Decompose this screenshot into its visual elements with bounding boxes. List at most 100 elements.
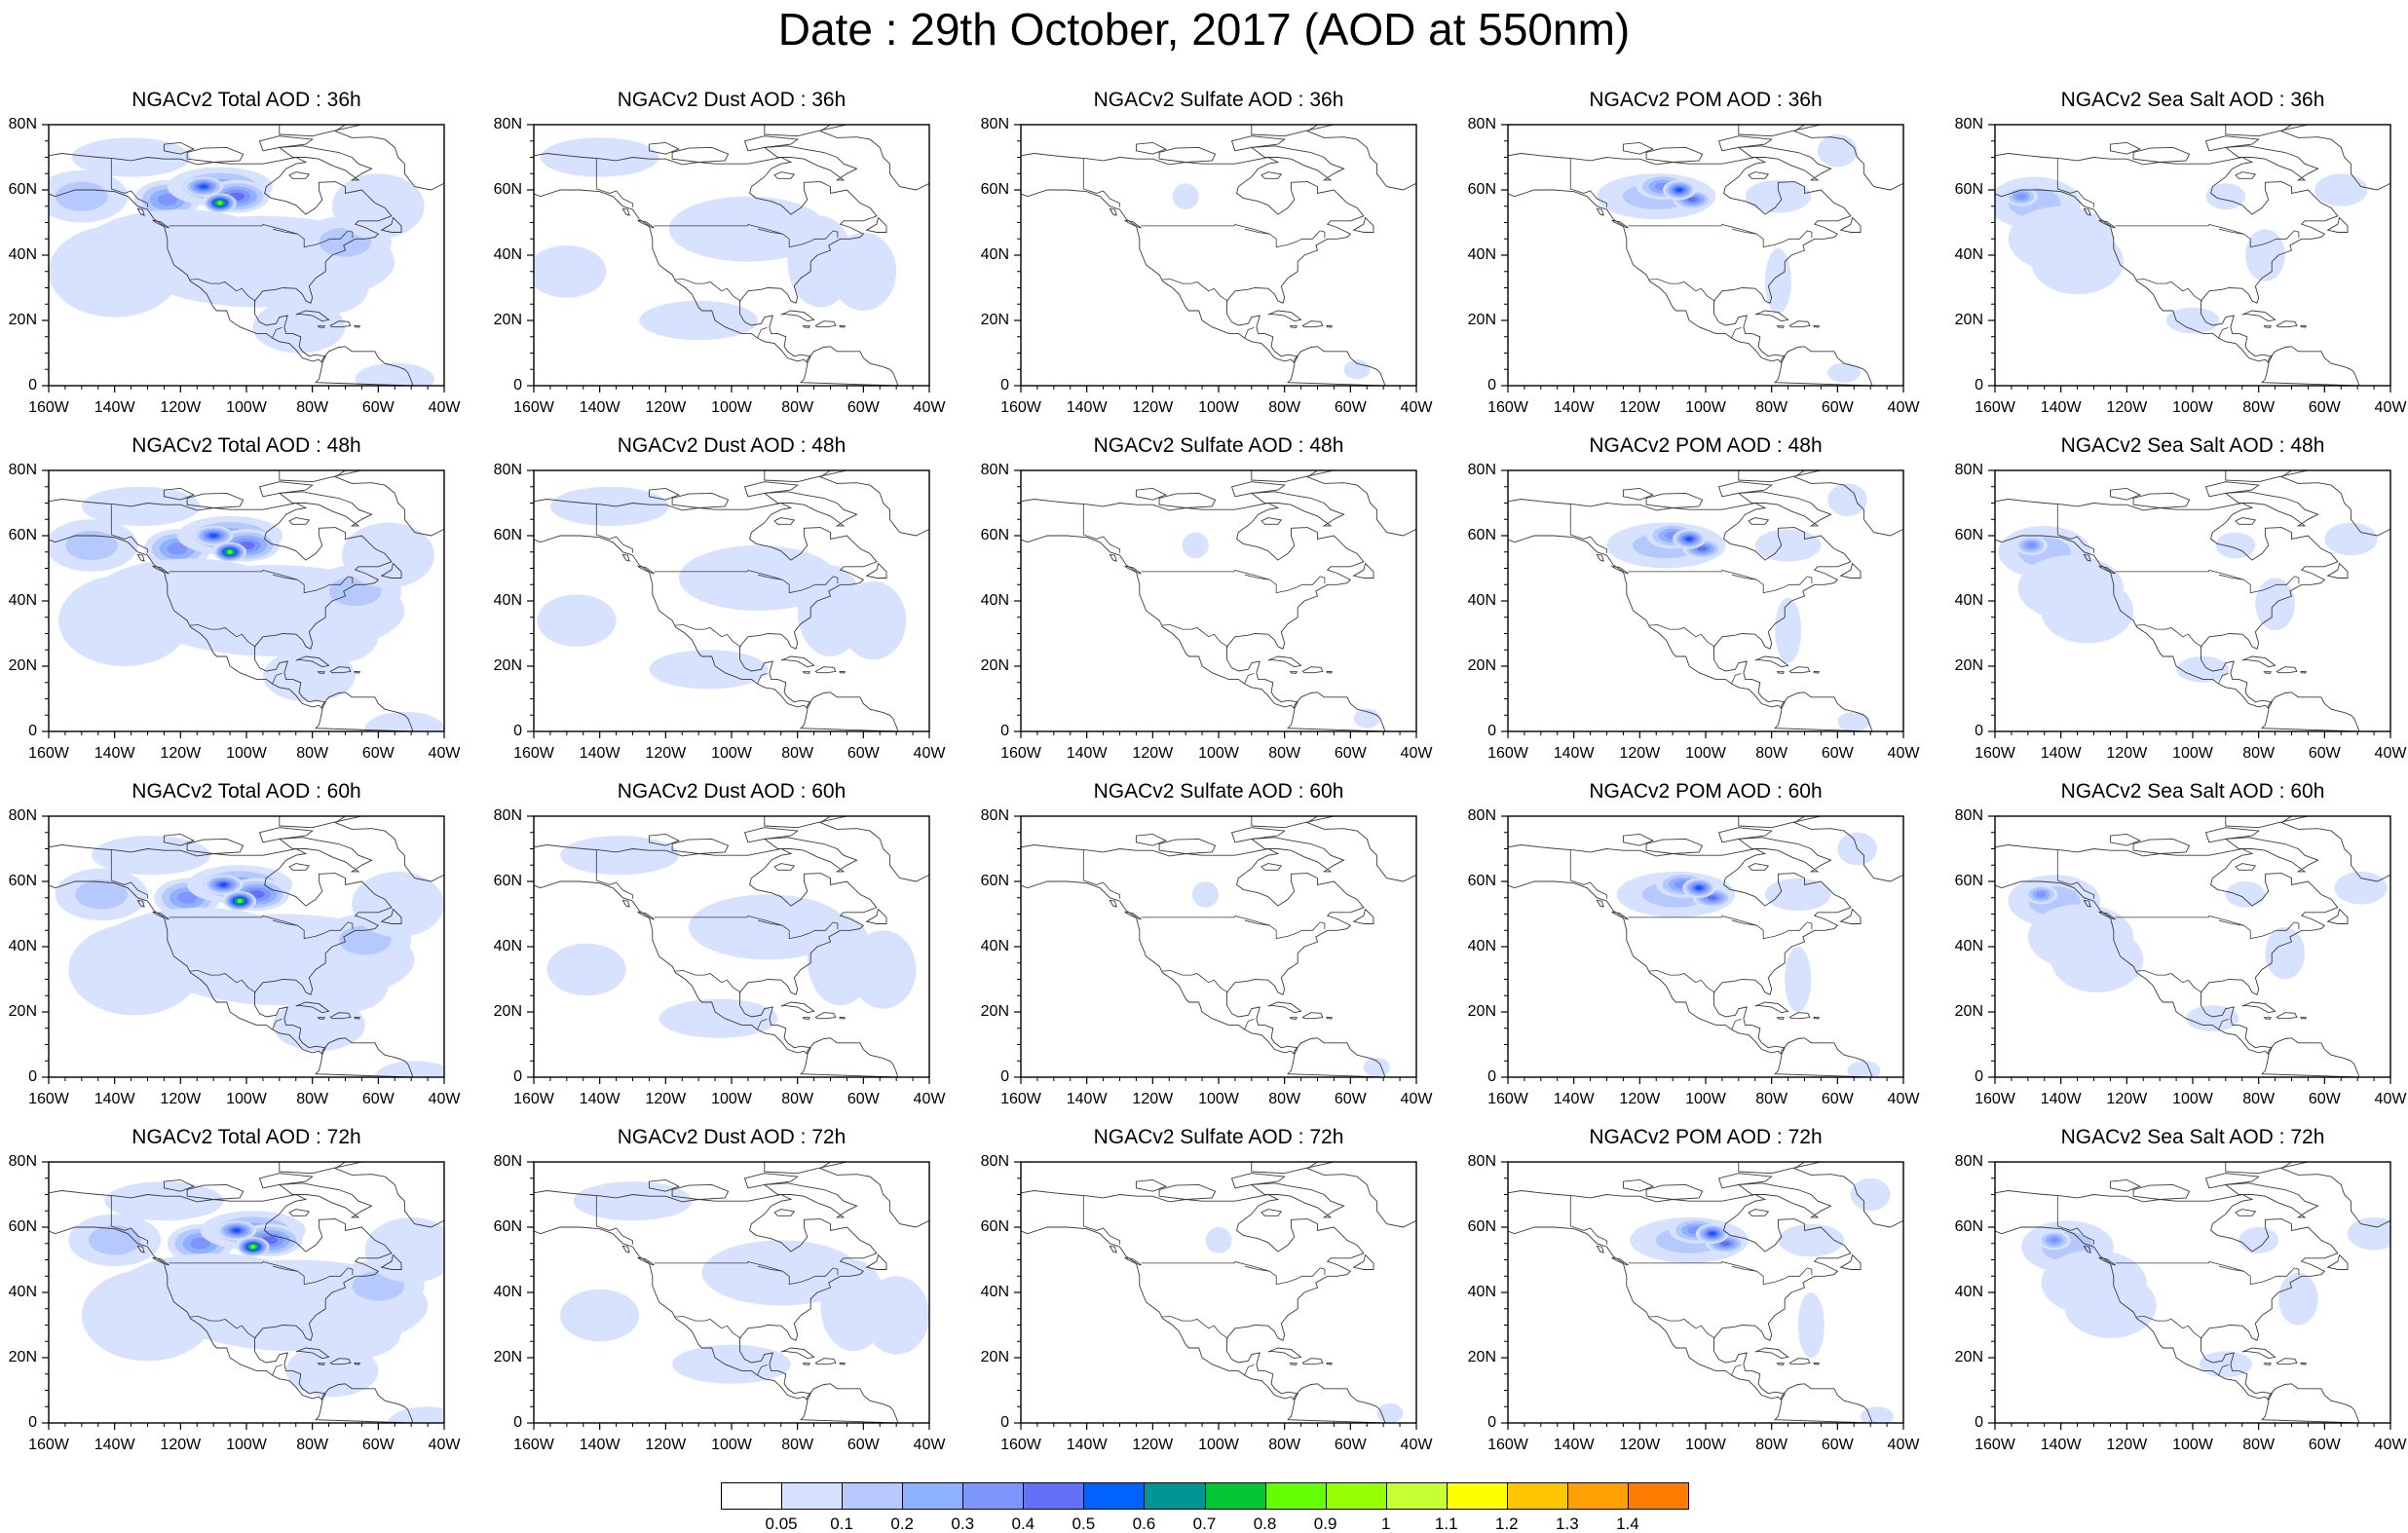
coastline: [814, 1358, 837, 1365]
aod-plume: [649, 650, 769, 690]
political-border: [1731, 1019, 1742, 1030]
coastline: [780, 1347, 815, 1360]
coastline: [334, 125, 444, 191]
coastline: [839, 1016, 847, 1020]
coastline: [802, 1363, 810, 1365]
coastline: [1738, 816, 1823, 829]
x-tick-label: 40W: [428, 1437, 461, 1453]
coastline: [1596, 1245, 1604, 1253]
coastline: [2326, 908, 2349, 924]
aod-plume: [1687, 197, 1698, 203]
colorbar-label: 0.6: [1132, 1514, 1156, 1533]
aod-plume: [639, 300, 759, 341]
x-tick-label: 40W: [1400, 399, 1433, 416]
y-tick-label: 0: [28, 1414, 37, 1431]
political-border: [190, 970, 256, 993]
political-border: [1649, 624, 1715, 648]
coastline: [1754, 310, 1789, 322]
aod-plume: [1827, 483, 1867, 516]
x-tick-label: 100W: [1685, 745, 1726, 762]
coastline: [329, 666, 352, 674]
y-tick-label: 60N: [980, 527, 1009, 543]
coastline: [1622, 141, 1655, 155]
x-tick-label: 120W: [2106, 1091, 2148, 1107]
political-border: [2056, 158, 2094, 207]
coastline: [800, 1383, 899, 1423]
aod-plume: [342, 522, 434, 588]
x-tick-label: 60W: [1821, 745, 1854, 762]
coastline: [380, 1253, 402, 1270]
x-tick-label: 60W: [361, 745, 395, 762]
coastline: [2241, 1001, 2276, 1014]
aod-plume: [560, 1289, 640, 1342]
panel-title: NGACv2 Total AOD : 36h: [132, 89, 361, 111]
coastline: [773, 1209, 796, 1216]
coastline: [1267, 1347, 1302, 1360]
coastline: [1251, 470, 1336, 483]
political-border: [1082, 1195, 1120, 1245]
x-tick-label: 160W: [1000, 1437, 1041, 1453]
coastline: [295, 655, 330, 668]
aod-plume: [1192, 881, 1219, 908]
political-border: [1244, 673, 1255, 685]
coastline: [1793, 816, 1903, 882]
political-border: [1244, 1019, 1255, 1030]
y-tick-label: 60N: [8, 1218, 37, 1235]
x-tick-label: 60W: [361, 1091, 395, 1107]
coastline: [802, 671, 810, 674]
x-tick-label: 40W: [2374, 745, 2407, 762]
coastline: [1717, 1173, 1773, 1189]
coastline: [1158, 838, 1217, 854]
x-tick-label: 140W: [1066, 1091, 1108, 1107]
coastline: [1352, 562, 1374, 579]
coastline: [534, 1190, 878, 1402]
coastline: [2276, 1358, 2298, 1365]
y-tick-label: 80N: [493, 807, 522, 824]
colorbar-swatch: [1385, 1482, 1448, 1510]
aod-plume: [549, 486, 669, 526]
x-tick-label: 140W: [1066, 1437, 1108, 1453]
aod-plume: [71, 137, 191, 177]
x-tick-label: 40W: [913, 1437, 946, 1453]
colorbar-swatch: [1506, 1482, 1568, 1510]
aod-map: [1988, 124, 2391, 393]
x-tick-label: 40W: [913, 745, 946, 762]
aod-plume: [2239, 1227, 2278, 1253]
coastline: [1260, 517, 1283, 525]
coastline: [2225, 125, 2310, 137]
x-tick-label: 60W: [1821, 1091, 1854, 1107]
coastline: [1289, 1363, 1298, 1365]
political-border: [1628, 1261, 1813, 1286]
political-border: [675, 624, 741, 648]
coastline: [648, 1178, 681, 1192]
x-tick-label: 160W: [1000, 745, 1041, 762]
coastline: [1995, 499, 2339, 710]
political-border: [654, 570, 839, 594]
colorbar-swatch: [842, 1482, 904, 1510]
x-tick-label: 100W: [1198, 745, 1239, 762]
political-border: [2136, 970, 2202, 993]
coastline: [648, 141, 681, 155]
aod-plume: [658, 998, 778, 1038]
colorbar-label: 0.9: [1313, 1514, 1337, 1533]
coastline: [380, 216, 402, 233]
coastline: [1109, 553, 1117, 562]
x-tick-label: 80W: [1268, 1091, 1301, 1107]
x-tick-label: 120W: [160, 745, 202, 762]
coastline: [1352, 216, 1374, 233]
coastline: [671, 146, 730, 163]
political-border: [2219, 574, 2244, 580]
political-border: [654, 1261, 839, 1286]
y-tick-label: 20N: [493, 1003, 522, 1020]
coastline: [1611, 1256, 1629, 1266]
coastline: [258, 827, 314, 843]
x-tick-label: 60W: [1334, 399, 1367, 416]
coastline: [315, 1037, 414, 1077]
y-tick-label: 80N: [980, 807, 1009, 824]
political-border: [110, 1195, 148, 1245]
political-border: [1569, 158, 1607, 207]
y-tick-label: 80N: [1467, 116, 1496, 132]
coastline: [2109, 833, 2142, 846]
coastline: [1158, 492, 1217, 508]
y-tick-label: 60N: [1467, 181, 1496, 198]
